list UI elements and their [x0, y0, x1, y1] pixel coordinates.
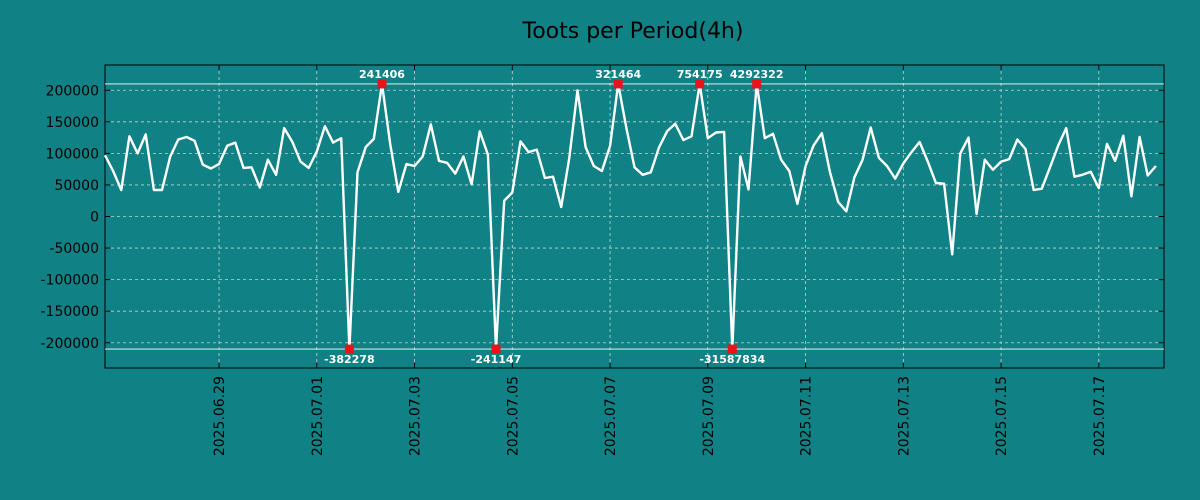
peak-label: -382278 [324, 353, 375, 366]
y-tick-label: 50000 [54, 178, 99, 194]
peak-label: -31587834 [699, 353, 765, 366]
x-tick-label: 2025.07.11 [799, 376, 815, 456]
x-tick-label: 2025.07.09 [701, 376, 717, 456]
x-tick-label: 2025.07.05 [505, 376, 521, 456]
peak-marker [695, 79, 705, 89]
peak-marker [613, 79, 623, 89]
x-tick-label: 2025.07.01 [310, 376, 326, 456]
peak-label: 4292322 [730, 68, 784, 81]
y-tick-label: 150000 [46, 115, 99, 131]
y-tick-label: -100000 [41, 273, 100, 289]
peak-markers [344, 79, 762, 354]
x-tick-label: 2025.07.07 [603, 376, 619, 456]
grid [105, 65, 1164, 368]
peak-marker [491, 344, 501, 354]
peak-label: 321464 [595, 68, 641, 81]
peak-label: 241406 [359, 68, 405, 81]
y-tick-label: 100000 [46, 146, 99, 162]
peak-marker [752, 79, 762, 89]
x-tick-label: 2025.06.29 [212, 376, 228, 456]
x-tick-label: 2025.07.17 [1092, 376, 1108, 456]
series-line [103, 82, 1157, 351]
y-tick-label: -50000 [49, 241, 99, 257]
y-tick-label: 200000 [46, 83, 99, 99]
y-tick-label: 0 [90, 210, 99, 226]
x-tick-label: 2025.07.13 [896, 376, 912, 456]
y-tick-label: -150000 [41, 304, 100, 320]
series [103, 82, 1157, 351]
peak-labels: -382278 241406 -241147 321464 754175 -3158783… [324, 68, 783, 366]
peak-marker [727, 344, 737, 354]
clip-lines [105, 83, 1164, 350]
x-tick-label: 2025.07.03 [408, 376, 424, 456]
chart-title: Toots per Period(4h) [522, 19, 744, 44]
axis-ticks: 200000 150000 100000 50000 0 -50000 -100000 -15… [41, 65, 1164, 456]
x-tick-label: 2025.07.15 [994, 376, 1010, 456]
peak-marker [377, 79, 387, 89]
peak-label: -241147 [471, 353, 522, 366]
peak-label: 754175 [677, 68, 723, 81]
y-tick-label: -200000 [41, 336, 100, 352]
peak-marker [344, 344, 354, 354]
